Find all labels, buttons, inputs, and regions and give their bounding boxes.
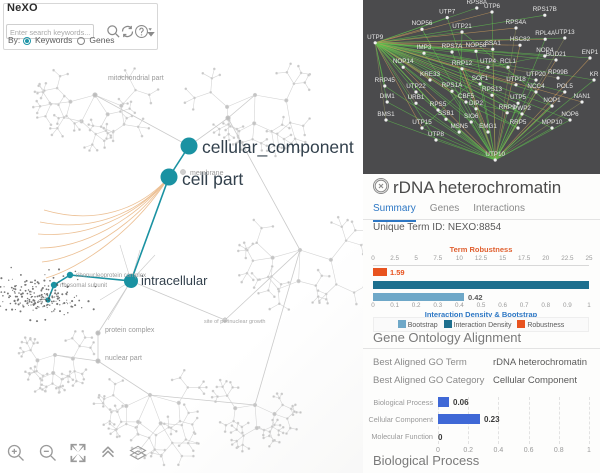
- svg-text:DIM1: DIM1: [380, 93, 396, 100]
- svg-text:ribonucleoprotein complex: ribonucleoprotein complex: [76, 273, 146, 279]
- svg-text:NOP56: NOP56: [412, 20, 433, 27]
- svg-text:NOP1: NOP1: [543, 97, 561, 104]
- svg-text:membrane: membrane: [190, 170, 224, 177]
- svg-text:UTP13: UTP13: [555, 29, 575, 36]
- svg-text:RPS17B: RPS17B: [533, 6, 557, 13]
- svg-text:UTP8: UTP8: [428, 131, 445, 138]
- svg-text:RPS13: RPS13: [482, 86, 502, 93]
- svg-text:cellular_component: cellular_component: [202, 137, 354, 158]
- svg-text:UTP9: UTP9: [367, 34, 384, 41]
- svg-text:NOP14: NOP14: [393, 58, 414, 65]
- svg-text:KR: KR: [590, 71, 599, 78]
- svg-text:URB1: URB1: [408, 94, 425, 101]
- svg-text:UTP21: UTP21: [452, 23, 472, 30]
- svg-text:SSB1: SSB1: [438, 110, 455, 117]
- svg-text:SOF1: SOF1: [472, 75, 489, 82]
- svg-text:nuclear part: nuclear part: [105, 355, 142, 362]
- svg-text:MPP10: MPP10: [542, 119, 563, 126]
- svg-text:PWP2: PWP2: [513, 105, 531, 112]
- svg-text:site of perinuclear growth: site of perinuclear growth: [204, 319, 265, 325]
- svg-text:NCC4: NCC4: [527, 83, 545, 90]
- svg-text:RPS1A: RPS1A: [442, 82, 463, 89]
- svg-text:SIO6: SIO6: [464, 113, 479, 120]
- svg-text:DIP2: DIP2: [469, 100, 483, 107]
- svg-text:EMG1: EMG1: [479, 123, 497, 130]
- svg-text:ribosomal subunit: ribosomal subunit: [60, 283, 107, 289]
- svg-text:RRP5: RRP5: [510, 119, 527, 126]
- svg-text:RPS7A: RPS7A: [442, 43, 463, 50]
- svg-text:RP99B: RP99B: [548, 69, 568, 76]
- svg-text:BMS1: BMS1: [377, 111, 395, 118]
- svg-text:UTP18: UTP18: [506, 76, 526, 83]
- svg-text:UTP4: UTP4: [480, 58, 497, 65]
- svg-text:RPS5: RPS5: [430, 101, 447, 108]
- svg-text:RRP45: RRP45: [375, 77, 396, 84]
- svg-text:SSA1: SSA1: [485, 40, 502, 47]
- svg-text:RCL1: RCL1: [500, 58, 517, 65]
- svg-text:NOP6: NOP6: [561, 111, 579, 118]
- svg-text:UTP15: UTP15: [412, 119, 432, 126]
- svg-text:RPS4A: RPS4A: [506, 19, 527, 26]
- svg-text:mitochondrial part: mitochondrial part: [108, 75, 164, 82]
- svg-text:RPL4A: RPL4A: [535, 30, 556, 37]
- svg-text:KRE33: KRE33: [420, 71, 440, 78]
- svg-text:BUD21: BUD21: [546, 51, 567, 58]
- svg-text:UTP10: UTP10: [485, 151, 505, 158]
- svg-text:UTP20: UTP20: [526, 71, 546, 78]
- svg-text:intracellular: intracellular: [141, 273, 208, 288]
- svg-text:protein complex: protein complex: [105, 327, 155, 334]
- svg-text:UTP6: UTP6: [484, 3, 501, 10]
- svg-text:UTP7: UTP7: [439, 9, 456, 16]
- svg-text:UTP22: UTP22: [406, 83, 426, 90]
- svg-text:POL5: POL5: [557, 83, 574, 90]
- svg-text:ENP1: ENP1: [582, 49, 599, 56]
- svg-text:RRP12: RRP12: [452, 60, 473, 67]
- svg-text:MSN5: MSN5: [450, 123, 468, 130]
- svg-text:IMP3: IMP3: [417, 44, 432, 51]
- svg-text:UTP5: UTP5: [510, 94, 527, 101]
- svg-text:NAN1: NAN1: [574, 93, 591, 100]
- svg-text:NOP58: NOP58: [466, 42, 487, 49]
- svg-text:HSC82: HSC82: [510, 36, 531, 43]
